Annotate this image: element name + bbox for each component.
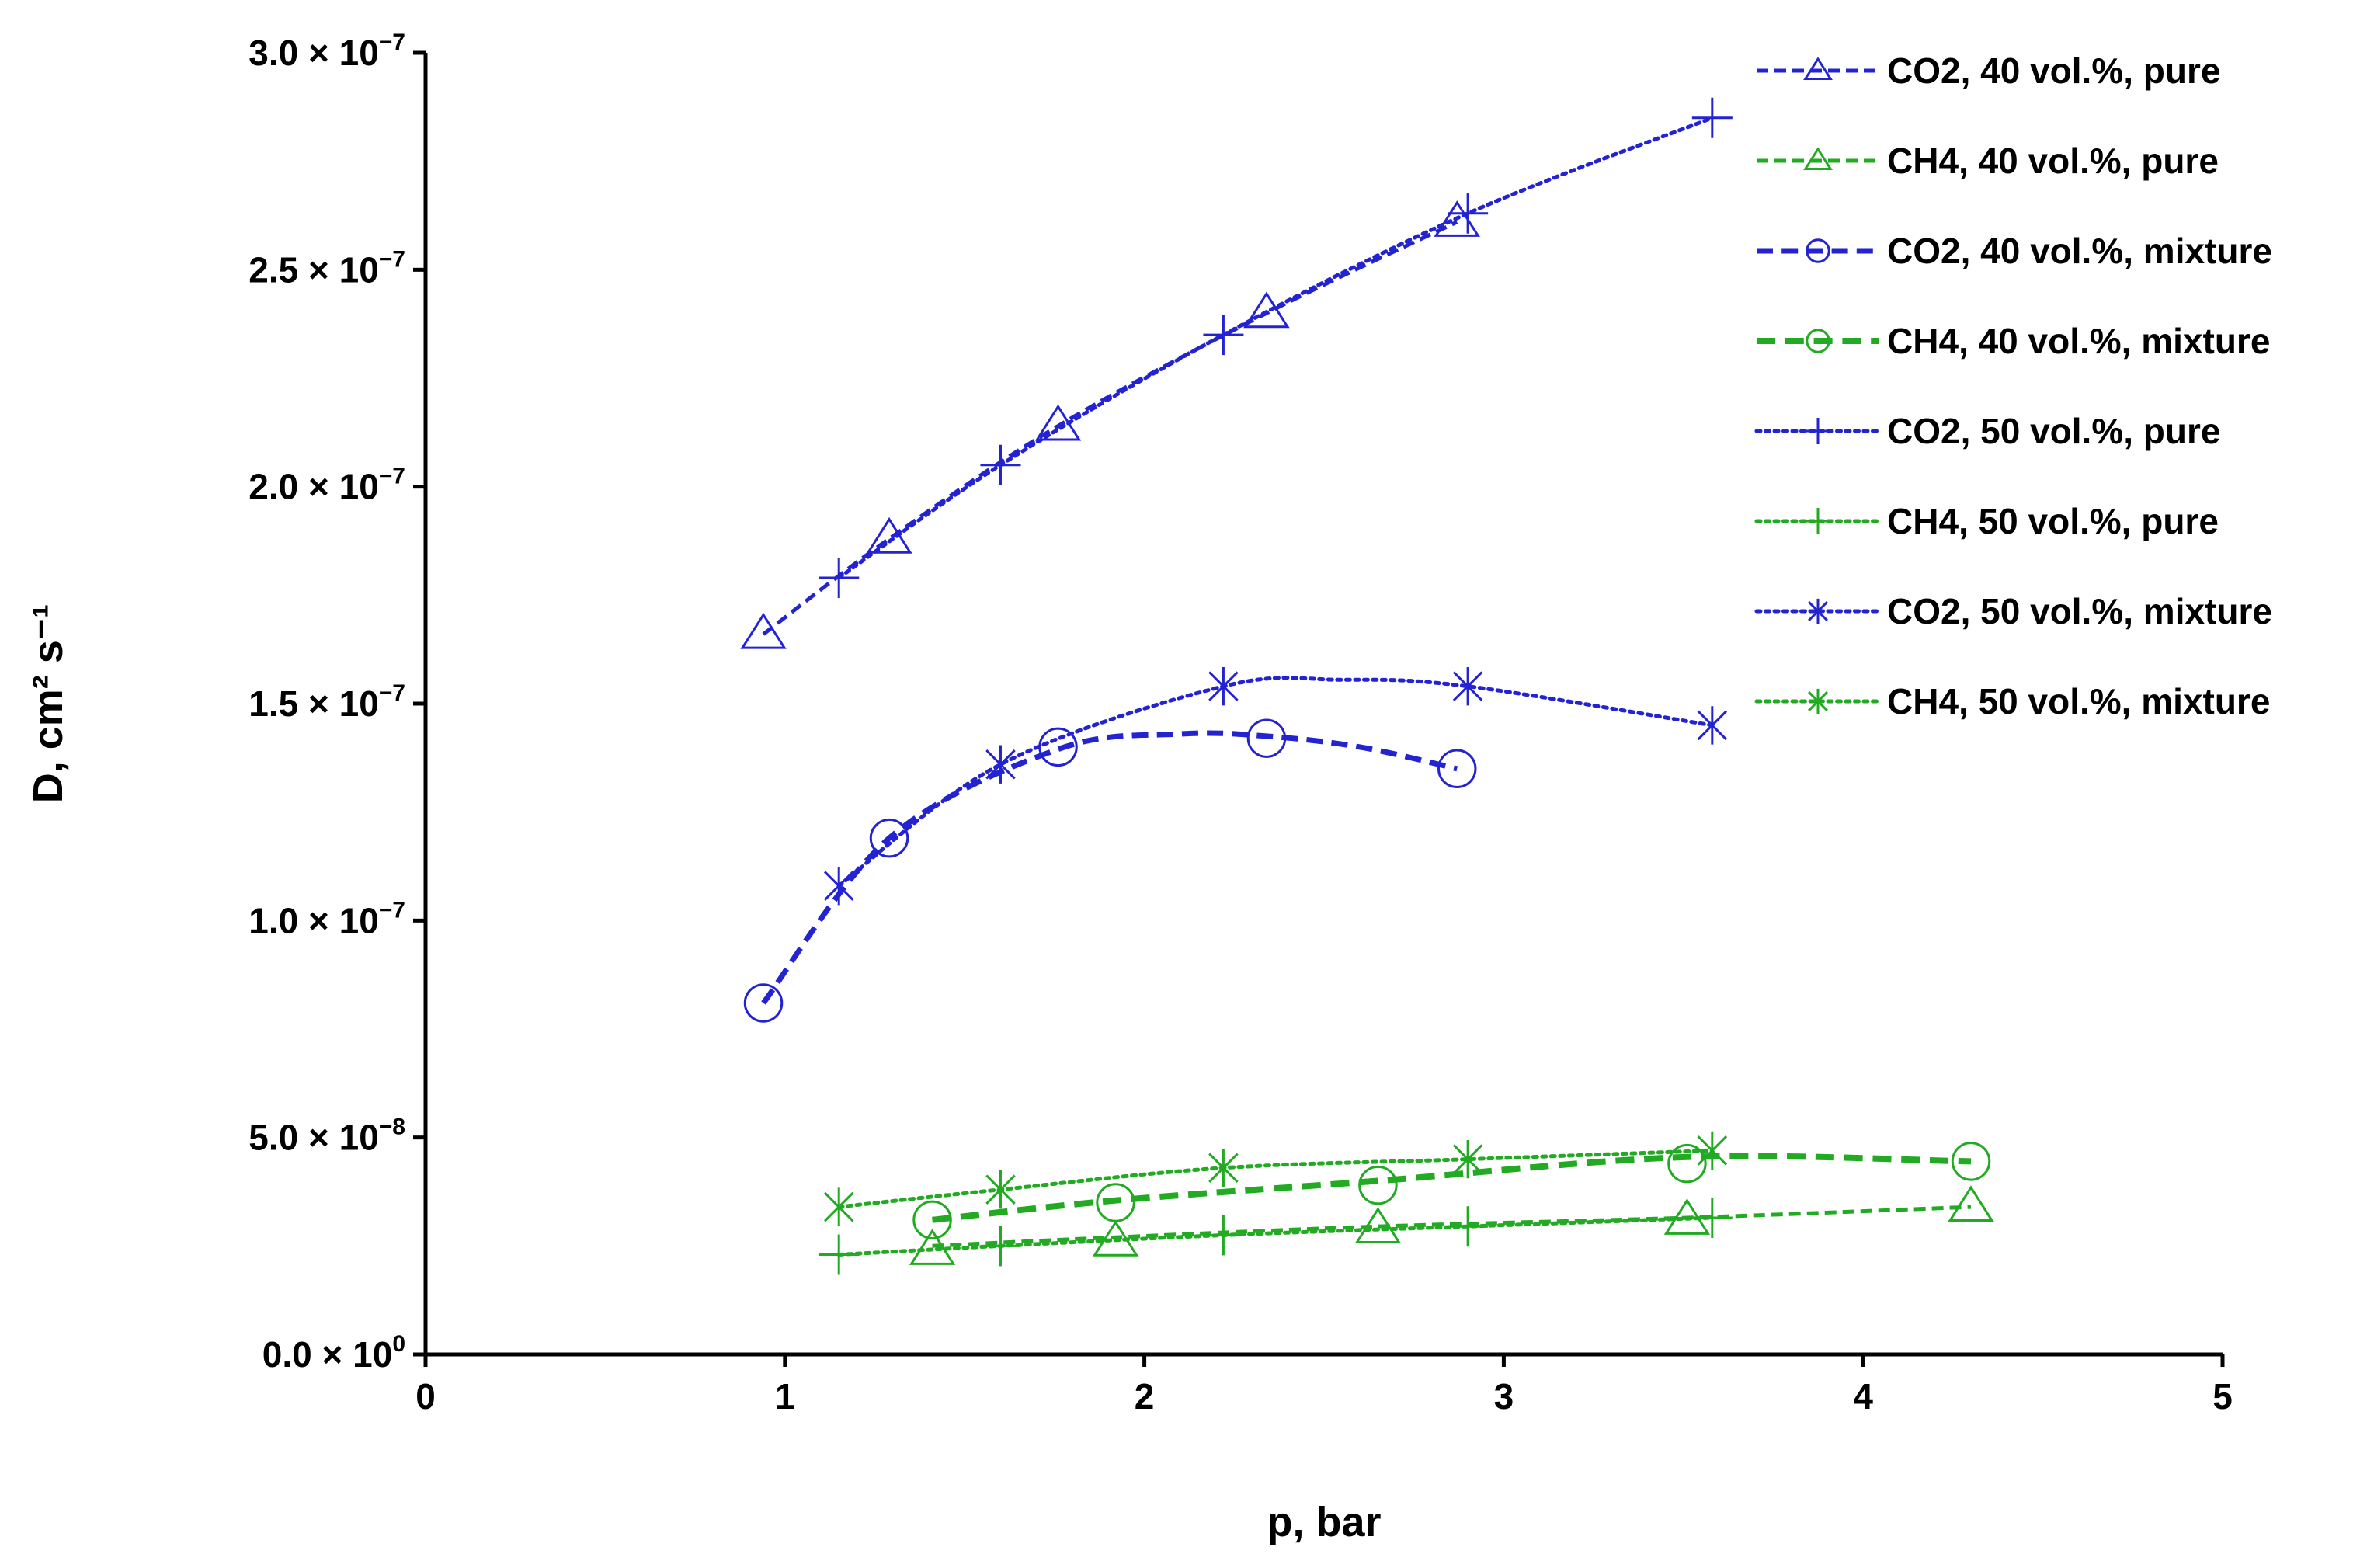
plot-area <box>740 97 1994 1275</box>
data-point-plus <box>1448 1206 1489 1247</box>
legend-item: CH4, 40 vol.%, mixture <box>1757 321 2270 361</box>
data-point-triangle <box>1354 1207 1402 1243</box>
data-point-plus <box>1203 1215 1244 1256</box>
data-point-triangle <box>1948 1185 1994 1222</box>
ticks: 0 1 2 3 4 5 0.0 × 100 5.0 × 10−8 1.0 × 10−7 1.5 ×… <box>249 30 2233 1417</box>
data-point-plus <box>819 1234 860 1275</box>
y-tick-label: 1.0 × 10−7 <box>249 897 405 940</box>
data-point-circle <box>1096 1183 1135 1222</box>
series-6 <box>819 1198 1733 1275</box>
legend-label: CO2, 50 vol.%, mixture <box>1887 591 2272 631</box>
legend-marker-plus <box>1805 508 1831 534</box>
data-point-star <box>985 1170 1016 1209</box>
x-tick-label: 2 <box>1135 1376 1155 1417</box>
x-tick-label: 4 <box>1853 1376 1873 1417</box>
data-point-circle <box>1358 1165 1398 1205</box>
legend: CO2, 40 vol.%, pure CH4, 40 vol.%, pure CO… <box>1754 50 2272 721</box>
data-point-triangle <box>866 516 912 554</box>
y-tick-label: 5.0 × 10−8 <box>249 1114 405 1158</box>
data-point-plus <box>980 444 1021 485</box>
series-line <box>836 116 1715 580</box>
legend-item: CH4, 50 vol.%, pure <box>1754 501 2219 541</box>
data-point-triangle <box>909 1229 956 1265</box>
y-tick-label: 2.0 × 10−7 <box>249 464 405 507</box>
x-axis-title: p, bar <box>1267 1499 1381 1545</box>
x-tick-label: 1 <box>775 1376 795 1417</box>
data-point-star <box>1452 666 1483 706</box>
series-line <box>836 676 1715 888</box>
data-point-circle <box>1437 749 1477 789</box>
legend-label: CO2, 50 vol.%, pure <box>1887 411 2220 451</box>
data-point-plus <box>1691 97 1733 138</box>
data-point-star <box>823 1187 854 1226</box>
legend-marker-triangle <box>1803 147 1833 170</box>
series-5 <box>819 97 1733 598</box>
data-point-star <box>1697 706 1728 745</box>
series-line <box>932 1153 1972 1223</box>
series-8 <box>823 1131 1728 1226</box>
legend-label: CO2, 40 vol.%, mixture <box>1887 231 2272 271</box>
data-point-circle <box>912 1200 952 1240</box>
legend-marker-circle <box>1806 329 1830 353</box>
legend-marker-plus <box>1805 418 1831 444</box>
legend-label: CH4, 50 vol.%, pure <box>1887 501 2219 541</box>
data-point-triangle <box>1243 291 1290 329</box>
legend-item: CO2, 50 vol.%, mixture <box>1754 591 2272 631</box>
data-point-triangle <box>740 612 787 649</box>
series-line <box>932 1205 1972 1248</box>
legend-item: CO2, 40 vol.%, pure <box>1757 50 2220 91</box>
legend-marker-star <box>1808 688 1828 714</box>
data-point-star <box>1208 666 1239 706</box>
data-point-star <box>1452 1139 1483 1179</box>
data-point-plus <box>980 1226 1021 1267</box>
legend-marker-star <box>1808 598 1828 624</box>
legend-marker-circle <box>1806 238 1830 263</box>
series-line <box>836 1148 1715 1209</box>
y-tick-label: 3.0 × 10−7 <box>249 30 405 73</box>
series-4 <box>912 1142 1991 1240</box>
x-tick-label: 3 <box>1494 1376 1514 1417</box>
legend-label: CO2, 40 vol.%, pure <box>1887 50 2220 91</box>
y-tick-label: 1.5 × 10−7 <box>249 680 405 724</box>
legend-item: CO2, 50 vol.%, pure <box>1754 411 2220 451</box>
data-point-circle <box>869 818 909 858</box>
y-axis-title: D, cm² s⁻¹ <box>25 604 71 804</box>
data-point-plus <box>1448 193 1489 234</box>
series-1 <box>740 200 1480 649</box>
legend-item: CO2, 40 vol.%, mixture <box>1757 231 2272 271</box>
series-7 <box>823 666 1728 906</box>
data-point-circle <box>743 983 784 1023</box>
y-tick-label: 2.5 × 10−7 <box>249 246 405 290</box>
data-point-circle <box>1667 1143 1707 1184</box>
series-line <box>836 1215 1715 1257</box>
data-point-plus <box>1203 315 1244 356</box>
legend-marker-triangle <box>1803 57 1833 80</box>
legend-item: CH4, 50 vol.%, mixture <box>1754 681 2270 721</box>
series-line <box>761 730 1458 1005</box>
data-point-star <box>823 866 854 906</box>
legend-label: CH4, 40 vol.%, pure <box>1887 141 2219 181</box>
legend-label: CH4, 40 vol.%, mixture <box>1887 321 2270 361</box>
series-line <box>762 220 1458 636</box>
data-point-plus <box>1691 1198 1733 1239</box>
legend-label: CH4, 50 vol.%, mixture <box>1887 681 2270 721</box>
data-point-star <box>985 745 1016 784</box>
data-point-circle <box>1246 718 1287 758</box>
x-tick-label: 0 <box>415 1376 436 1417</box>
data-point-circle <box>1951 1142 1991 1181</box>
y-tick-label: 0.0 × 100 <box>262 1331 405 1375</box>
data-point-star <box>1697 1131 1728 1170</box>
legend-item: CH4, 40 vol.%, pure <box>1757 141 2219 181</box>
x-tick-label: 5 <box>2212 1376 2233 1417</box>
data-point-star <box>1208 1149 1239 1187</box>
data-point-plus <box>819 557 860 598</box>
